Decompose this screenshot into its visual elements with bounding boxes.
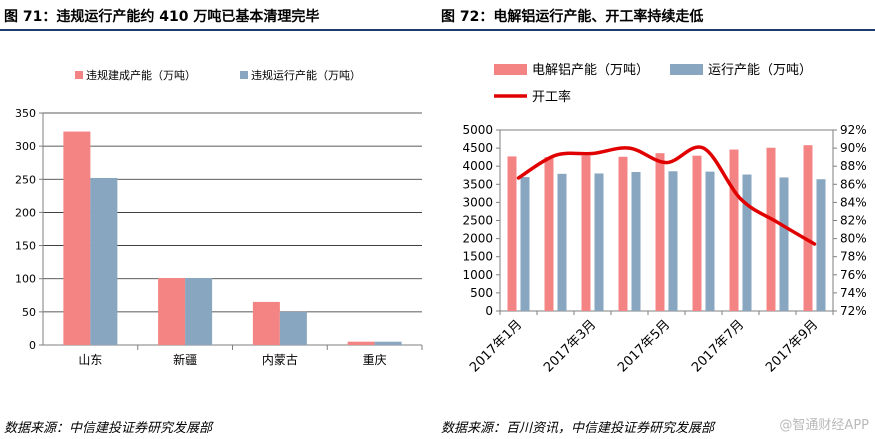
figure-72-combo-chart: 0 500 1000 1500 2000 2500 3000 3500 4000 4500 5000…	[462, 63, 867, 375]
figure-72-source: 数据来源：百川资讯，中信建投证券研究发展部	[441, 421, 715, 436]
figure-71-panel: 图 71：违规运行产能约 410 万吨已基本清理完毕 0 50 100 150 200 2…	[0, 0, 437, 439]
y-left-tick-label: 3000	[462, 195, 493, 209]
figure-72-title-rule	[437, 29, 875, 31]
y-tick-label: 250	[15, 173, 36, 186]
bar-built	[252, 301, 280, 345]
bar-running	[185, 278, 213, 345]
y-tick-label: 150	[15, 240, 36, 253]
x-tick-label: 2017年1月	[467, 317, 525, 375]
legend-label: 违规建成产能（万吨）	[86, 68, 196, 82]
bar-running	[520, 177, 530, 311]
legend-swatch	[670, 64, 703, 75]
figure-71-title-rule	[0, 29, 437, 31]
utilization-line	[516, 145, 817, 246]
y-left-tick-label: 2500	[462, 214, 493, 228]
bar-running	[557, 173, 567, 311]
bar-running	[279, 311, 307, 345]
x-tick-label: 2017年5月	[615, 317, 673, 375]
y-right-tick-label: 74%	[840, 286, 867, 300]
bar-capacity	[692, 155, 702, 311]
legend-label: 违规运行产能（万吨）	[251, 68, 361, 82]
legend-swatch	[494, 64, 527, 75]
x-tick-label: 2017年3月	[541, 317, 599, 375]
bar-capacity	[581, 155, 591, 311]
y-left-tick-label: 0	[485, 304, 493, 318]
y-right-tick-label: 82%	[840, 214, 867, 228]
y-right-tick-label: 88%	[840, 159, 867, 173]
bar-running	[779, 177, 789, 311]
bar-capacity	[655, 153, 665, 311]
bar-running	[631, 171, 641, 311]
bar-running	[374, 341, 402, 345]
y-left-tick-label: 4000	[462, 159, 493, 173]
y-left-tick-label: 500	[470, 286, 493, 300]
y-tick-label: 100	[15, 273, 36, 286]
bar-running	[742, 174, 752, 311]
bar-capacity	[766, 147, 776, 311]
y-left-tick-label: 2000	[462, 232, 493, 246]
y-left-tick-label: 1000	[462, 268, 493, 282]
x-tick-label: 2017年9月	[763, 317, 821, 375]
y-tick-label: 0	[29, 339, 36, 352]
x-tick-label: 内蒙古	[262, 352, 298, 367]
bar-running	[90, 177, 118, 345]
y-tick-label: 300	[15, 140, 36, 153]
bar-built	[63, 131, 91, 345]
bar-capacity	[618, 156, 628, 311]
y-right-tick-label: 84%	[840, 195, 867, 209]
y-right-tick-label: 72%	[840, 304, 867, 318]
y-right-tick-label: 92%	[840, 123, 867, 137]
legend-label: 开工率	[532, 89, 571, 105]
x-tick-label: 山东	[78, 353, 102, 367]
figure-71-source: 数据来源：中信建投证券研究发展部	[4, 421, 213, 436]
y-right-tick-label: 80%	[840, 232, 867, 246]
y-right-tick-label: 76%	[840, 268, 867, 282]
legend-label: 运行产能（万吨）	[708, 63, 812, 78]
y-left-tick-label: 1500	[462, 250, 493, 264]
y-tick-label: 350	[15, 107, 36, 120]
y-tick-label: 50	[22, 306, 36, 319]
y-right-tick-label: 90%	[840, 141, 867, 155]
y-tick-label: 200	[15, 206, 36, 219]
y-left-tick-label: 5000	[462, 123, 493, 137]
bar-capacity	[803, 145, 813, 311]
bar-built	[347, 341, 375, 345]
y-right-tick-label: 78%	[840, 250, 867, 264]
y-left-tick-label: 4500	[462, 141, 493, 155]
legend-swatch	[75, 71, 83, 79]
bar-built	[158, 278, 186, 345]
watermark: @智通财经APP	[779, 418, 869, 433]
y-right-tick-label: 86%	[840, 177, 867, 191]
y-left-tick-label: 3500	[462, 177, 493, 191]
bar-running	[594, 173, 604, 311]
legend-swatch	[240, 71, 248, 79]
bar-capacity	[729, 149, 739, 311]
figure-71-bar-chart: 0 50 100 150 200 250 300 350 山东 新疆 内蒙古 重庆 违规建成产能（万吨）…	[15, 68, 423, 367]
bar-running	[705, 171, 715, 311]
x-tick-label: 重庆	[363, 353, 387, 367]
figure-72-title: 图 72：电解铝运行产能、开工率持续走低	[441, 9, 704, 25]
x-tick-label: 新疆	[173, 352, 197, 367]
bar-running	[668, 171, 678, 311]
figure-71-title: 图 71：违规运行产能约 410 万吨已基本清理完毕	[4, 9, 320, 25]
figure-72-panel: 图 72：电解铝运行产能、开工率持续走低 0 500 1000 1500 2000 250…	[437, 0, 875, 439]
legend-label: 电解铝产能（万吨）	[532, 63, 649, 78]
bar-capacity	[507, 156, 517, 311]
x-tick-label: 2017年7月	[689, 317, 747, 375]
bar-running	[816, 179, 826, 311]
bar-capacity	[544, 157, 554, 311]
